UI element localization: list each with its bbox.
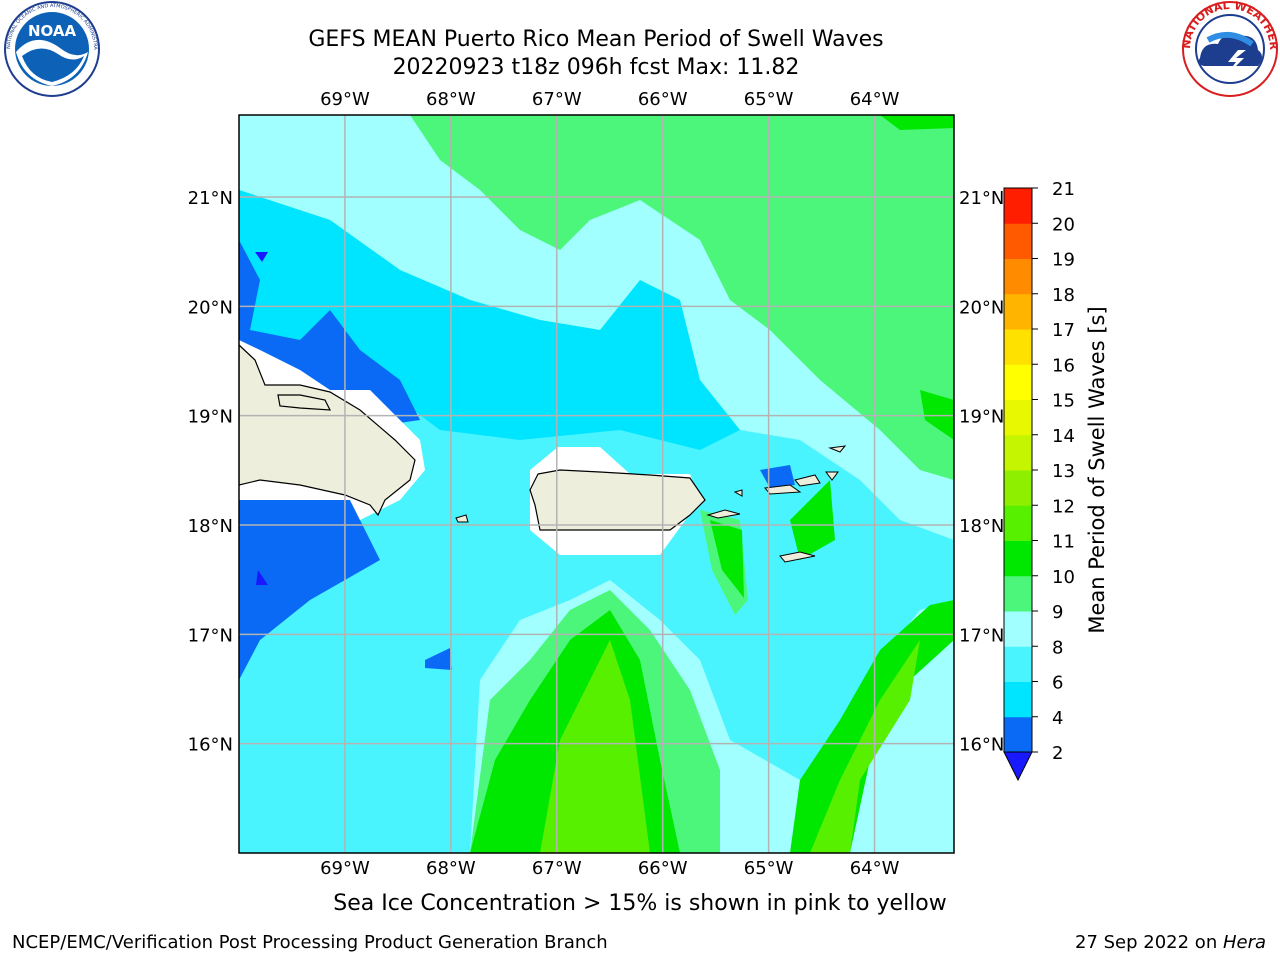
colorbar-tick-label: 19 (1052, 250, 1075, 271)
colorbar-tick-label: 15 (1052, 391, 1075, 412)
colorbar-bin (1004, 329, 1032, 365)
land-hispaniola (239, 344, 416, 517)
colorbar-bin (1004, 646, 1032, 682)
land-sombrero (825, 471, 839, 481)
swell-band-6-8-west (239, 190, 740, 450)
sea-ice-caption: Sea Ice Concentration > 15% is shown in … (333, 891, 947, 916)
colorbar-tick-label: 18 (1052, 285, 1075, 306)
colorbar-tick-label: 11 (1052, 532, 1075, 553)
lat-label-right: 16°N (959, 735, 1004, 756)
noaa-logo-text: NOAA (28, 22, 77, 40)
lon-label-top: 67°W (532, 89, 582, 110)
land-st-croix (779, 551, 816, 563)
lat-label-left: 20°N (188, 297, 233, 318)
map-subtitle: 20220923 t18z 096h fcst Max: 11.82 (392, 55, 800, 80)
swell-band-10-11-north-edge (880, 115, 954, 130)
lon-label-bottom: 65°W (744, 858, 794, 879)
lon-label-bottom: 66°W (638, 858, 688, 879)
colorbar-bin (1004, 223, 1032, 259)
lon-label-bottom: 69°W (320, 858, 370, 879)
colorbar-tick-label: 14 (1052, 426, 1075, 447)
lat-label-right: 19°N (959, 407, 1004, 428)
lat-label-right: 21°N (959, 188, 1004, 209)
colorbar-bin (1004, 540, 1032, 577)
colorbar-bin (1004, 611, 1032, 647)
colorbar-bin (1004, 575, 1032, 612)
land-anegada (828, 445, 847, 453)
swell-band-10-11-east-coast (710, 520, 744, 598)
colorbar-tick-label: 4 (1052, 708, 1063, 729)
lon-label-top: 64°W (850, 89, 900, 110)
swell-band-4-6-south (425, 648, 452, 670)
land-mona-island (455, 514, 469, 523)
lat-label-left: 17°N (188, 625, 233, 646)
lon-label-top: 68°W (426, 89, 476, 110)
lat-label-left: 19°N (188, 407, 233, 428)
land-vieques (706, 509, 741, 519)
lon-label-bottom: 68°W (426, 858, 476, 879)
lat-label-left: 21°N (188, 188, 233, 209)
lat-label-left: 16°N (188, 735, 233, 756)
colorbar-bin (1004, 681, 1032, 718)
colorbar-bin (1004, 716, 1032, 753)
swell-band-under-2b (256, 570, 268, 585)
swell-band-10-11-islands (790, 480, 835, 560)
land-hispaniola-peninsula (277, 394, 332, 411)
footer-host: Hera (1222, 932, 1266, 953)
colorbar: 2 4 6 8 9 10 11 12 13 14 15 16 17 18 19 20 21 (1003, 179, 1075, 782)
map-title: GEFS MEAN Puerto Rico Mean Period of Swe… (308, 27, 884, 52)
noaa-logo: NOAA NATIONAL OCEANIC AND ATMOSPHERIC AD… (0, 0, 100, 97)
land-puerto-rico (529, 469, 706, 531)
footer-date-text: 27 Sep 2022 on (1075, 932, 1223, 953)
colorbar-tick-label: 21 (1052, 179, 1075, 200)
lon-label-top: 69°W (320, 89, 370, 110)
footer-producer: NCEP/EMC/Verification Post Processing Pr… (12, 932, 608, 953)
lon-label-bottom: 67°W (532, 858, 582, 879)
footer-date: 27 Sep 2022 on Hera (1075, 932, 1266, 954)
land-culebra (733, 489, 743, 497)
colorbar-under-arrow (1003, 751, 1033, 782)
swell-band-under-2 (255, 252, 268, 262)
colorbar-bin (1004, 293, 1032, 330)
map-frame (238, 114, 955, 854)
colorbar-label: Mean Period of Swell Waves [s] (1085, 306, 1109, 634)
colorbar-tick-label: 9 (1052, 602, 1063, 623)
colorbar-tick-label: 10 (1052, 567, 1075, 588)
lat-label-left: 18°N (188, 516, 233, 537)
colorbar-bin (1004, 258, 1032, 295)
lat-label-right: 17°N (959, 625, 1004, 646)
colorbar-tick-label: 8 (1052, 637, 1063, 658)
nws-logo: NATIONAL WEATHER SERVICE (0, 0, 1280, 97)
lon-label-top: 65°W (744, 89, 794, 110)
map-grid (239, 115, 954, 853)
colorbar-tick-label: 13 (1052, 461, 1075, 482)
lon-label-top: 66°W (638, 89, 688, 110)
colorbar-bin (1004, 505, 1032, 541)
land-bvi (794, 474, 821, 487)
colorbar-tick-label: 17 (1052, 320, 1075, 341)
lon-label-bottom: 64°W (850, 858, 900, 879)
colorbar-tick-label: 12 (1052, 496, 1075, 517)
colorbar-tick-label: 20 (1052, 214, 1075, 235)
colorbar-bin (1004, 470, 1032, 506)
map-panel (238, 114, 955, 854)
swell-band-11-12-south (540, 640, 650, 853)
swell-band-9-10-northeast (410, 115, 954, 480)
colorbar-bin (1004, 399, 1032, 436)
lat-label-right: 20°N (959, 297, 1004, 318)
swell-band-11-12-southeast (810, 640, 920, 853)
nws-ring-text: NATIONAL WEATHER SERVICE (0, 0, 1280, 51)
lat-label-right: 18°N (959, 516, 1004, 537)
swell-band-4-6-northwest (239, 240, 420, 430)
colorbar-bin (1004, 188, 1032, 224)
colorbar-bin (1004, 364, 1032, 400)
colorbar-tick-label: 2 (1052, 743, 1063, 764)
colorbar-tick-label: 16 (1052, 355, 1075, 376)
colorbar-tick-label: 6 (1052, 673, 1063, 694)
colorbar-bin (1004, 434, 1032, 471)
